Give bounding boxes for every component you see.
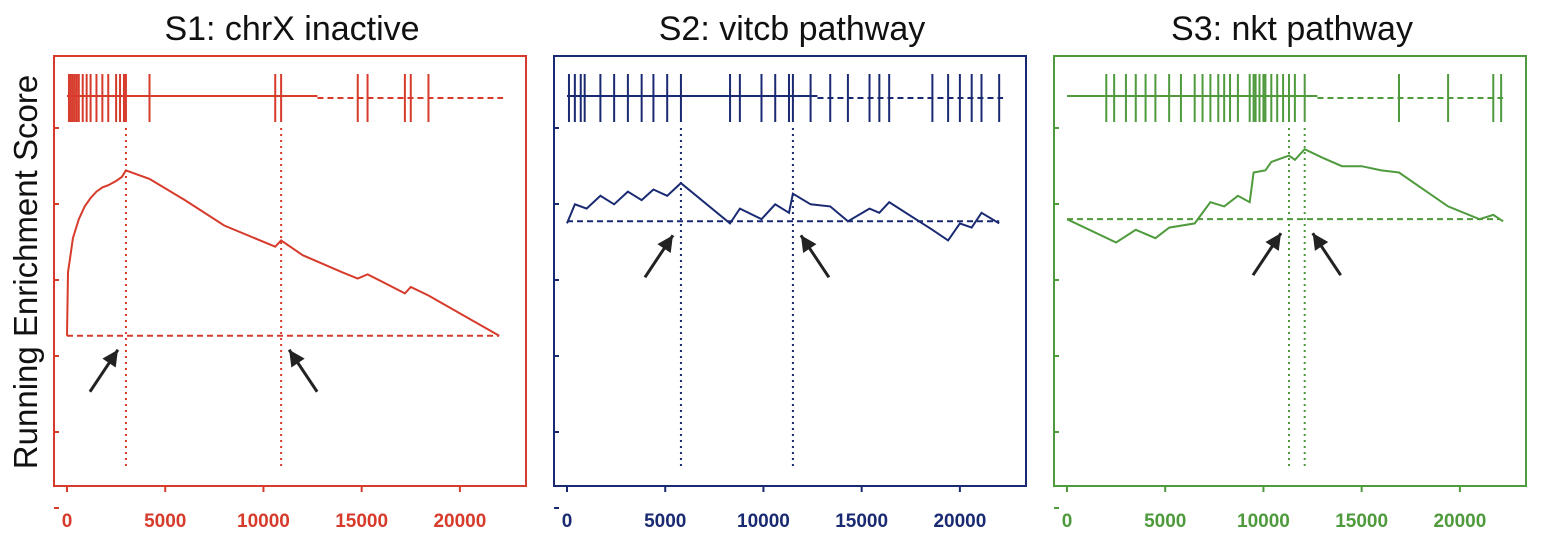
running-score-line — [1066, 147, 1504, 244]
running-score-line — [566, 181, 1000, 242]
x-tick-label: 10000 — [1237, 511, 1290, 532]
arrow-head — [1312, 233, 1329, 251]
arrow-head — [1265, 233, 1281, 251]
x-tick-label: 0 — [562, 511, 573, 532]
x-tick-label: 15000 — [835, 511, 888, 532]
x-tick-label: 20000 — [1433, 511, 1486, 532]
running-score-line — [66, 169, 500, 337]
x-tick-label: 10000 — [737, 511, 790, 532]
x-tick-label: 15000 — [335, 511, 388, 532]
panel-title-s2: S2: vitcb pathway — [658, 10, 926, 48]
chart-s1: 0 5000 10000 15000 20000 — [53, 55, 527, 532]
x-tick-label: 5000 — [1144, 511, 1186, 532]
arrow-head — [102, 349, 118, 368]
panel-s2: S2: vitcb pathway 0 5000 10000 15000 20000 — [542, 0, 1042, 552]
plot-frame — [53, 55, 527, 487]
x-tick-label: 10000 — [237, 511, 290, 532]
panel-title-s3: S3: nkt pathway — [1171, 10, 1413, 48]
plot-frame — [1053, 55, 1527, 487]
x-tick-label: 20000 — [933, 511, 986, 532]
x-tick-label: 15000 — [1335, 511, 1388, 532]
chart-s2: 0 5000 10000 15000 20000 — [553, 55, 1027, 532]
chart-s3: 0 5000 10000 15000 20000 — [1053, 55, 1527, 532]
plot-frame — [553, 55, 1027, 487]
x-tick-label: 5000 — [644, 511, 686, 532]
y-axis-label-text: Running Enrichment Score — [7, 74, 44, 470]
arrow-head — [800, 235, 817, 254]
arrow-head — [289, 349, 305, 368]
x-tick-label: 5000 — [144, 511, 186, 532]
panel-s3: S3: nkt pathway 0 5000 10000 15000 20000 — [1042, 0, 1542, 552]
panel-s1: S1: chrX inactive 0 5000 10000 15000 20000 — [42, 0, 542, 552]
panel-title-s1: S1: chrX inactive — [164, 10, 420, 48]
arrow-head — [657, 235, 673, 254]
x-tick-label: 20000 — [433, 511, 486, 532]
x-tick-label: 0 — [1062, 511, 1073, 532]
x-tick-label: 0 — [62, 511, 73, 532]
